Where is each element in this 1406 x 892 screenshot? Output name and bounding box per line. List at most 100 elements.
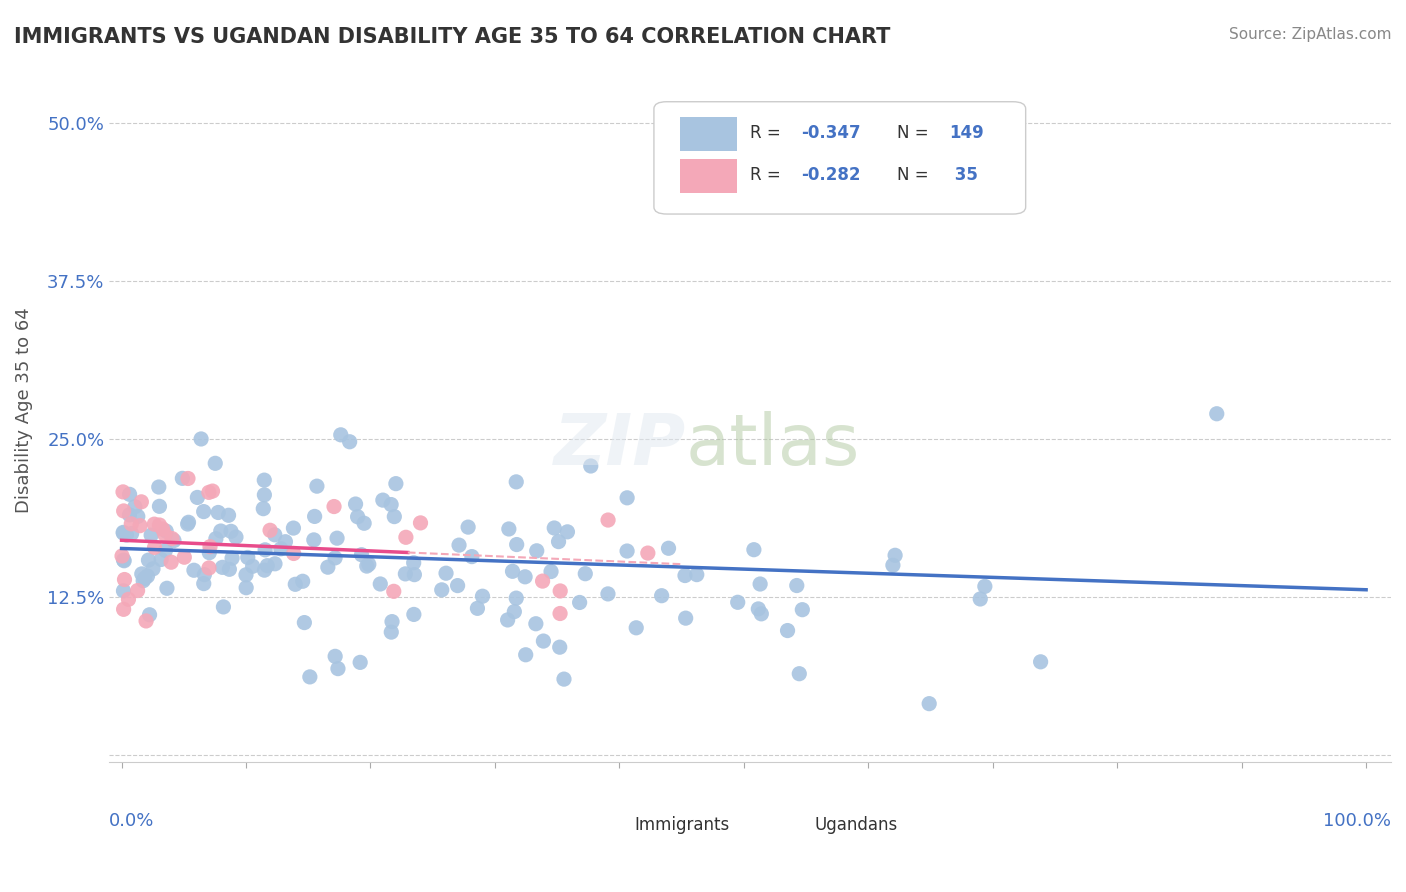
Point	[111, 484, 134, 499]
Point	[121, 526, 143, 541]
Point	[973, 579, 995, 593]
Point	[253, 473, 276, 487]
Text: Source: ZipAtlas.com: Source: ZipAtlas.com	[1229, 27, 1392, 42]
Point	[209, 524, 232, 538]
Point	[349, 656, 371, 670]
Point	[548, 640, 571, 655]
Point	[254, 542, 277, 557]
Point	[252, 501, 274, 516]
Point	[505, 475, 527, 489]
Point	[329, 427, 352, 442]
Point	[404, 567, 426, 582]
Text: 100.0%: 100.0%	[1323, 813, 1391, 830]
FancyBboxPatch shape	[596, 815, 628, 833]
Text: 0.0%: 0.0%	[110, 813, 155, 830]
Point	[253, 563, 276, 577]
Point	[193, 505, 215, 519]
Point	[409, 516, 432, 530]
FancyBboxPatch shape	[776, 815, 807, 833]
Point	[502, 564, 524, 578]
Point	[467, 601, 489, 615]
Point	[112, 504, 135, 518]
Point	[461, 549, 484, 564]
Point	[150, 552, 173, 566]
Point	[115, 528, 138, 542]
Text: N =: N =	[897, 167, 935, 185]
Text: -0.347: -0.347	[801, 124, 860, 143]
Point	[368, 577, 391, 591]
Point	[292, 615, 315, 630]
Point	[969, 591, 991, 606]
Point	[1029, 655, 1052, 669]
Point	[1205, 407, 1227, 421]
Point	[626, 621, 648, 635]
Point	[218, 508, 240, 523]
Text: IMMIGRANTS VS UGANDAN DISABILITY AGE 35 TO 64 CORRELATION CHART: IMMIGRANTS VS UGANDAN DISABILITY AGE 35 …	[14, 27, 890, 46]
Point	[326, 662, 349, 676]
Point	[749, 577, 772, 591]
Point	[112, 583, 135, 598]
Point	[686, 567, 709, 582]
Point	[211, 560, 233, 574]
Point	[155, 524, 177, 538]
Point	[160, 555, 183, 569]
FancyBboxPatch shape	[654, 102, 1025, 214]
Text: 149: 149	[949, 124, 984, 143]
Point	[141, 528, 163, 542]
Point	[160, 532, 183, 546]
Point	[402, 556, 425, 570]
Point	[380, 498, 402, 512]
Point	[749, 607, 772, 621]
Point	[344, 497, 367, 511]
Point	[114, 573, 136, 587]
Point	[574, 566, 596, 581]
Point	[382, 509, 405, 524]
Point	[579, 458, 602, 473]
Point	[183, 563, 205, 577]
Point	[235, 567, 257, 582]
Point	[177, 471, 200, 485]
Point	[568, 595, 591, 609]
Point	[531, 634, 554, 648]
Point	[198, 485, 221, 500]
Text: -0.282: -0.282	[801, 167, 860, 185]
Point	[394, 566, 416, 581]
Point	[263, 528, 285, 542]
Point	[193, 567, 215, 582]
Point	[256, 558, 278, 573]
Point	[143, 517, 166, 532]
Point	[270, 541, 292, 556]
Point	[323, 500, 346, 514]
Point	[1007, 116, 1029, 130]
Point	[505, 537, 527, 551]
Point	[339, 434, 361, 449]
Point	[513, 570, 536, 584]
Point	[430, 582, 453, 597]
Point	[446, 578, 468, 592]
Text: R =: R =	[749, 167, 786, 185]
Point	[526, 543, 548, 558]
Point	[129, 518, 152, 533]
Point	[503, 605, 526, 619]
Point	[305, 479, 328, 493]
Point	[371, 493, 394, 508]
Point	[118, 487, 141, 501]
Point	[316, 560, 339, 574]
Point	[498, 522, 520, 536]
Point	[524, 616, 547, 631]
Point	[651, 589, 673, 603]
Point	[323, 649, 346, 664]
Point	[540, 565, 562, 579]
Point	[548, 607, 571, 621]
Point	[353, 516, 375, 531]
Point	[884, 549, 907, 563]
Text: atlas: atlas	[686, 411, 860, 480]
Point	[657, 541, 679, 556]
Point	[198, 546, 221, 560]
Point	[283, 521, 305, 535]
Point	[153, 527, 176, 541]
Point	[283, 546, 305, 560]
Point	[225, 530, 247, 544]
Point	[111, 549, 134, 563]
Point	[505, 591, 527, 606]
